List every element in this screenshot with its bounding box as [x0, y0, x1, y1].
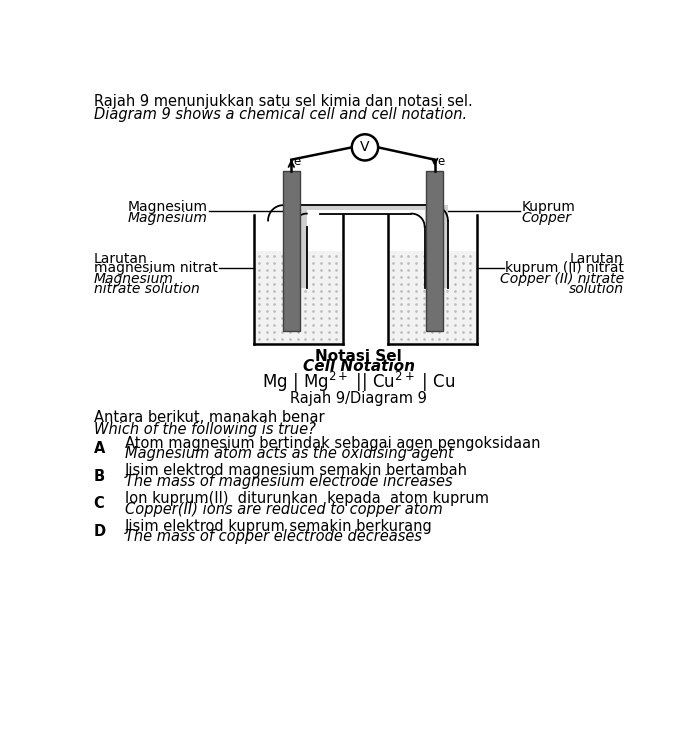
Text: B: B	[94, 469, 105, 484]
Text: Larutan: Larutan	[94, 252, 148, 266]
Bar	[284, 236, 307, 288]
Text: Cell Notation: Cell Notation	[302, 360, 414, 374]
Text: Antara berikut, manakah benar: Antara berikut, manakah benar	[94, 410, 324, 425]
Text: Atom magnesium bertindak sebagai agen pengoksidaan: Atom magnesium bertindak sebagai agen pe…	[125, 435, 540, 451]
Text: Rajah 9/Diagram 9: Rajah 9/Diagram 9	[290, 391, 427, 406]
Text: Ion kuprum(II)  diturunkan  kepada  atom kuprum: Ion kuprum(II) diturunkan kepada atom ku…	[125, 491, 489, 506]
Bar	[284, 205, 448, 220]
Text: Copper: Copper	[522, 211, 571, 225]
Text: nitrate solution: nitrate solution	[94, 282, 200, 296]
Text: solution: solution	[569, 282, 624, 296]
Bar	[426, 171, 443, 330]
Text: Copper (II) nitrate: Copper (II) nitrate	[500, 272, 624, 286]
Bar	[255, 250, 342, 344]
Text: A: A	[94, 441, 105, 456]
Text: magnesium nitrat: magnesium nitrat	[94, 261, 218, 275]
Text: Diagram 9 shows a chemical cell and cell notation.: Diagram 9 shows a chemical cell and cell…	[94, 106, 467, 122]
Text: The mass of magnesium electrode increases: The mass of magnesium electrode increase…	[125, 474, 452, 489]
Bar	[307, 225, 425, 241]
Text: Magnesium: Magnesium	[94, 272, 174, 286]
Text: C: C	[94, 496, 104, 512]
Text: D: D	[94, 524, 106, 539]
Text: Kuprum: Kuprum	[522, 200, 575, 214]
Bar	[389, 250, 477, 344]
Text: e: e	[437, 155, 444, 168]
Text: Which of the following is true?: Which of the following is true?	[94, 422, 316, 437]
Text: V: V	[360, 140, 370, 154]
Text: Rajah 9 menunjukkan satu sel kimia dan notasi sel.: Rajah 9 menunjukkan satu sel kimia dan n…	[94, 94, 473, 109]
Text: e: e	[294, 155, 301, 168]
Text: Magnesium: Magnesium	[127, 211, 208, 225]
Bar	[425, 236, 448, 288]
Text: Jisim elektrod kuprum semakin berkurang: Jisim elektrod kuprum semakin berkurang	[125, 519, 433, 534]
Text: Magnesium: Magnesium	[127, 200, 208, 214]
Text: Magnesium atom acts as the oxidising agent: Magnesium atom acts as the oxidising age…	[125, 446, 454, 462]
Circle shape	[352, 134, 378, 161]
Text: Jisim elektrod magnesium semakin bertambah: Jisim elektrod magnesium semakin bertamb…	[125, 463, 468, 479]
Text: kuprum (II) nitrat: kuprum (II) nitrat	[505, 261, 624, 275]
Text: Copper(II) ions are reduced to copper atom: Copper(II) ions are reduced to copper at…	[125, 502, 442, 517]
Text: Mg | Mg$^{2+}$ || Cu$^{2+}$ | Cu: Mg | Mg$^{2+}$ || Cu$^{2+}$ | Cu	[262, 370, 456, 394]
Bar	[307, 210, 425, 225]
Bar	[283, 171, 300, 330]
Text: Notasi Sel: Notasi Sel	[316, 349, 402, 363]
Text: Larutan: Larutan	[570, 252, 624, 266]
Bar	[284, 220, 448, 236]
Text: The mass of copper electrode decreases: The mass of copper electrode decreases	[125, 529, 421, 545]
